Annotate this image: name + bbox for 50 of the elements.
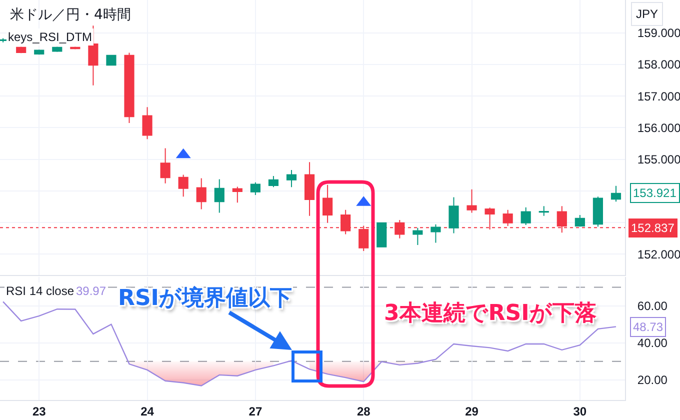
y-tick-label: 157.000 [637,89,680,104]
annotation: 39.97 [76,284,106,298]
candlestick [250,182,260,196]
annotation: RSI 14 close [6,284,74,298]
candlestick [592,196,603,228]
y-tick-label: 152.000 [637,247,680,262]
y-tick-label: 60.00 [637,298,668,313]
candlestick [412,227,423,246]
candlestick [448,196,459,234]
text: 153.921 [633,186,676,200]
y-tick-label: 20.00 [637,373,668,388]
y-tick-label: 40.00 [637,336,668,350]
candlestick [124,52,134,124]
candlestick [178,174,188,198]
candlestick [160,148,170,184]
candlestick [16,46,26,54]
annotation: 3本連続でRSIが下落 [384,301,596,326]
text: JPY [636,7,658,21]
candlestick [538,206,549,216]
candlestick [430,224,441,244]
x-tick-label: 27 [248,404,262,418]
x-tick-label: 29 [465,404,479,418]
y-tick-label: 159.000 [637,26,680,40]
y-tick-label: 158.000 [637,58,680,72]
candlestick [376,222,387,248]
annotation: RSIが境界値以下 [118,285,292,311]
x-tick-label: 28 [356,404,371,418]
candlestick [520,206,531,226]
x-tick-label: 30 [573,404,587,418]
candlestick [286,170,297,188]
y-tick-label: 155.000 [637,152,680,167]
x-tick-label: 23 [32,404,46,418]
candlestick [304,162,315,216]
candlestick [268,176,279,188]
candlestick [142,106,152,140]
candlestick [574,214,585,228]
candlestick [610,185,622,202]
x-tick-label: 24 [140,404,154,418]
candlestick [232,186,242,204]
candlestick [502,209,513,227]
candlestick [466,188,477,214]
candlestick [214,178,224,214]
text: 米ドル／円・4時間 [10,7,131,23]
candlestick [322,184,333,224]
ref-line-label: 152.837 [631,221,675,235]
candlestick [106,54,116,66]
candlestick [196,178,206,210]
text: keys_RSI_DTM [8,30,92,44]
y-tick-label: 156.000 [637,120,680,135]
data-label: 48.73 [633,320,664,334]
